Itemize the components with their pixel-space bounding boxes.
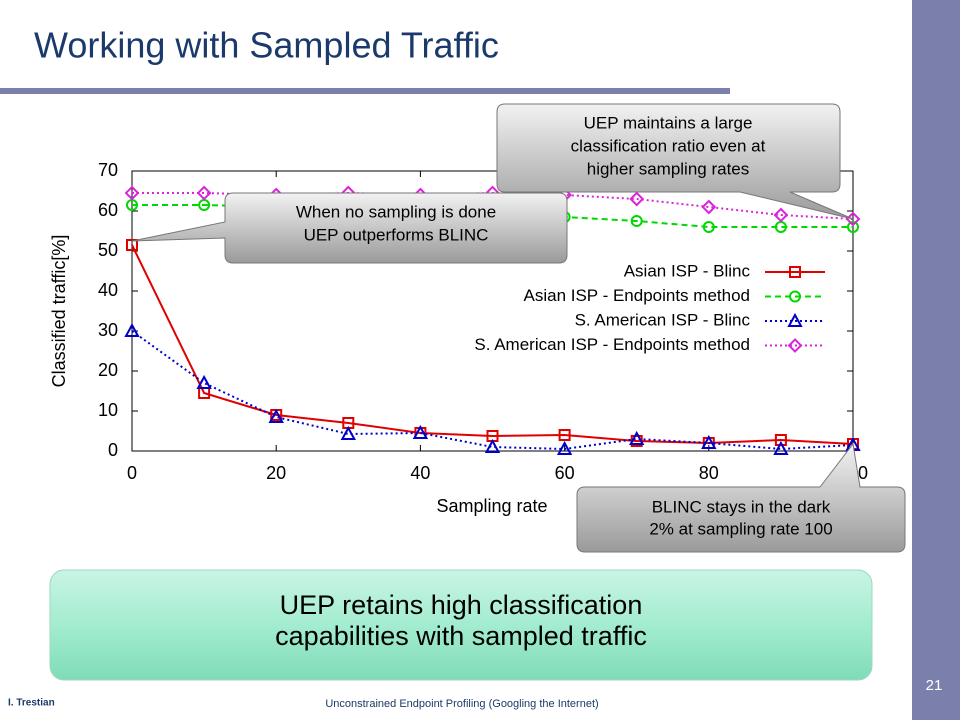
y-tick-label: 40 [98,280,118,300]
point [629,430,645,445]
y-tick-label: 0 [108,440,118,460]
legend-label: S. American ISP - Blinc [575,310,751,329]
callout-box [576,442,906,553]
x-tick-label: 40 [410,463,430,483]
x-tick-label: 0 [127,463,137,483]
point [556,440,573,455]
point [630,215,643,227]
point [701,434,717,449]
conclusion-text: UEP retains high classification [280,590,643,620]
callout: When no sampling is done UEP outperforms… [131,192,568,264]
slide-title: Working with Sampled Traffic [34,25,499,66]
point [773,440,789,455]
point [340,425,356,440]
y-axis-label: Classified traffic[%] [49,235,69,388]
callout-box [496,103,854,220]
x-axis-label: Sampling rate [436,496,547,516]
conclusion-box [49,569,873,681]
point [124,185,140,201]
callout-text: classification ratio even at [571,136,766,155]
point [196,374,212,389]
point [773,207,789,223]
legend-marker [787,338,803,353]
point [847,221,859,233]
title-rule [0,88,730,94]
y-tick-label: 70 [98,160,118,180]
callout-text: BLINC stays in the dark [652,497,831,516]
callout-text: UEP maintains a large [584,113,753,132]
legend-label: Asian ISP - Endpoints method [524,286,751,305]
point [629,191,645,207]
callout-text: UEP outperforms BLINC [304,225,489,244]
point [701,199,717,215]
legend-marker [789,266,801,278]
footer: Unconstrained Endpoint Profiling (Googli… [325,698,598,710]
y-tick-label: 30 [98,320,118,340]
callout-text: 2% at sampling rate 100 [649,519,832,538]
callout: UEP maintains a large classification rat… [496,103,854,220]
conclusion: UEP retains high classification capabili… [49,569,873,681]
point [702,221,715,233]
point [484,438,501,453]
point [268,408,284,423]
callout-text: higher sampling rates [587,159,750,178]
y-tick-label: 10 [98,400,118,420]
callout-box [131,192,568,264]
author: I. Trestian [8,698,55,709]
side-stripe [912,0,960,720]
point [558,429,571,441]
legend-marker [787,312,803,327]
y-tick-label: 20 [98,360,118,380]
callout-text: When no sampling is done [296,202,496,221]
point [124,322,140,337]
point [196,185,212,201]
y-tick-label: 50 [98,240,118,260]
legend-label: Asian ISP - Blinc [624,261,751,280]
series-line [131,244,854,445]
point [126,239,138,251]
point [412,424,429,439]
legend-label: S. American ISP - Endpoints method [474,335,750,354]
x-tick-label: 80 [699,463,719,483]
y-tick-label: 60 [98,200,118,220]
x-tick-label: 20 [266,463,286,483]
conclusion-text: capabilities with sampled traffic [275,621,647,651]
x-tick-label: 60 [555,463,575,483]
legend-marker [789,290,801,303]
callout: BLINC stays in the dark 2% at sampling r… [576,442,906,553]
page-number: 21 [926,677,943,694]
